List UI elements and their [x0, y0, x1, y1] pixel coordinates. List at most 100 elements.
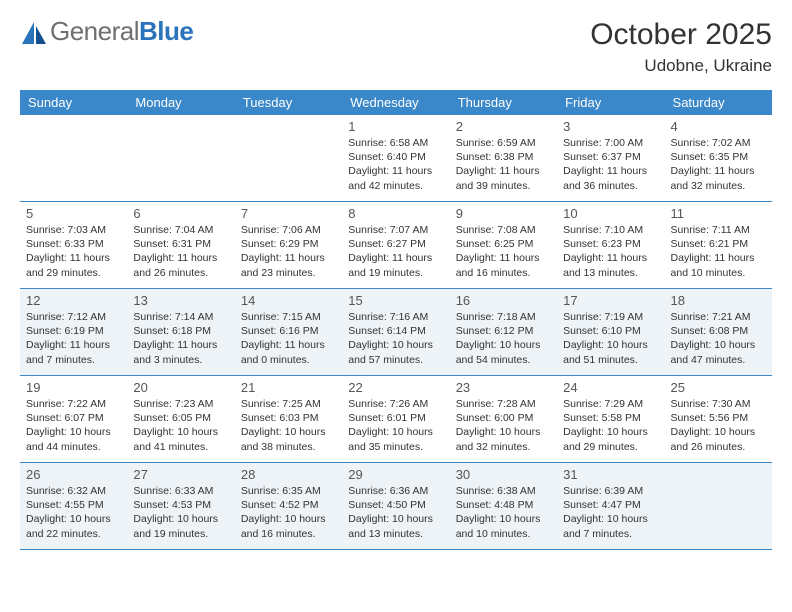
day-info-line: Sunrise: 7:26 AM — [348, 397, 443, 411]
day-info-line: Daylight: 10 hours — [133, 512, 228, 526]
day-info-line: Sunrise: 7:08 AM — [456, 223, 551, 237]
day-info-line: Sunset: 6:40 PM — [348, 150, 443, 164]
day-info: Sunrise: 6:36 AMSunset: 4:50 PMDaylight:… — [348, 484, 443, 541]
day-info-line: Sunset: 6:21 PM — [671, 237, 766, 251]
day-info: Sunrise: 7:19 AMSunset: 6:10 PMDaylight:… — [563, 310, 658, 367]
day-info: Sunrise: 7:23 AMSunset: 6:05 PMDaylight:… — [133, 397, 228, 454]
day-info: Sunrise: 6:38 AMSunset: 4:48 PMDaylight:… — [456, 484, 551, 541]
day-cell: 7 Sunrise: 7:06 AMSunset: 6:29 PMDaylight… — [235, 202, 342, 288]
day-info-line: Sunrise: 7:21 AM — [671, 310, 766, 324]
day-info: Sunrise: 7:03 AMSunset: 6:33 PMDaylight:… — [26, 223, 121, 280]
day-cell: 22 Sunrise: 7:26 AMSunset: 6:01 PMDayligh… — [342, 376, 449, 462]
day-info: Sunrise: 7:28 AMSunset: 6:00 PMDaylight:… — [456, 397, 551, 454]
day-info-line: Sunset: 6:33 PM — [26, 237, 121, 251]
day-info-line: and 41 minutes. — [133, 440, 228, 454]
day-number: 10 — [563, 206, 658, 221]
day-info-line: Sunset: 4:48 PM — [456, 498, 551, 512]
day-info-line: Sunrise: 7:16 AM — [348, 310, 443, 324]
day-info-line: Daylight: 10 hours — [563, 512, 658, 526]
day-info-line: Sunrise: 7:15 AM — [241, 310, 336, 324]
day-info-line: and 26 minutes. — [133, 266, 228, 280]
day-info-line: Sunrise: 7:04 AM — [133, 223, 228, 237]
day-info-line: Sunset: 4:52 PM — [241, 498, 336, 512]
dow-cell: Friday — [557, 90, 664, 115]
day-info: Sunrise: 7:30 AMSunset: 5:56 PMDaylight:… — [671, 397, 766, 454]
day-number: 21 — [241, 380, 336, 395]
day-info-line: Daylight: 11 hours — [26, 338, 121, 352]
day-info-line: and 7 minutes. — [563, 527, 658, 541]
day-info-line: and 57 minutes. — [348, 353, 443, 367]
day-cell: 2Sunrise: 6:59 AMSunset: 6:38 PMDaylight… — [450, 115, 557, 201]
day-info-line: Sunrise: 7:23 AM — [133, 397, 228, 411]
day-info-line: Sunset: 4:55 PM — [26, 498, 121, 512]
day-info: Sunrise: 7:10 AMSunset: 6:23 PMDaylight:… — [563, 223, 658, 280]
day-info-line: and 47 minutes. — [671, 353, 766, 367]
dow-cell: Sunday — [20, 90, 127, 115]
calendar-page: GeneralBlue October 2025 Udobne, Ukraine… — [0, 0, 792, 550]
day-info-line: Daylight: 10 hours — [348, 425, 443, 439]
day-number: 22 — [348, 380, 443, 395]
day-cell: 31Sunrise: 6:39 AMSunset: 4:47 PMDayligh… — [557, 463, 664, 549]
day-cell: 19Sunrise: 7:22 AMSunset: 6:07 PMDayligh… — [20, 376, 127, 462]
day-number: 17 — [563, 293, 658, 308]
day-info: Sunrise: 7:08 AMSunset: 6:25 PMDaylight:… — [456, 223, 551, 280]
day-number: 18 — [671, 293, 766, 308]
day-info-line: Daylight: 10 hours — [348, 512, 443, 526]
day-info-line: Daylight: 10 hours — [456, 512, 551, 526]
day-info-line: Daylight: 10 hours — [671, 338, 766, 352]
day-info-line: Sunset: 6:08 PM — [671, 324, 766, 338]
day-info-line: Sunrise: 7:30 AM — [671, 397, 766, 411]
day-info-line: Sunset: 4:47 PM — [563, 498, 658, 512]
day-info-line: and 42 minutes. — [348, 179, 443, 193]
day-info-line: and 19 minutes. — [348, 266, 443, 280]
day-info-line: Daylight: 10 hours — [26, 425, 121, 439]
day-info-line: Sunset: 6:05 PM — [133, 411, 228, 425]
day-number: 28 — [241, 467, 336, 482]
day-info: Sunrise: 7:06 AMSunset: 6:29 PMDaylight:… — [241, 223, 336, 280]
day-cell: 11Sunrise: 7:11 AMSunset: 6:21 PMDayligh… — [665, 202, 772, 288]
day-cell: 10 Sunrise: 7:10 AMSunset: 6:23 PMDayligh… — [557, 202, 664, 288]
day-info: Sunrise: 7:07 AMSunset: 6:27 PMDaylight:… — [348, 223, 443, 280]
day-info-line: Sunrise: 7:19 AM — [563, 310, 658, 324]
day-info: Sunrise: 6:35 AMSunset: 4:52 PMDaylight:… — [241, 484, 336, 541]
title-block: October 2025 Udobne, Ukraine — [590, 18, 772, 76]
day-info-line: Sunrise: 7:06 AM — [241, 223, 336, 237]
day-number: 3 — [563, 119, 658, 134]
day-info-line: and 10 minutes. — [456, 527, 551, 541]
week-row: 19Sunrise: 7:22 AMSunset: 6:07 PMDayligh… — [20, 376, 772, 463]
day-number: 29 — [348, 467, 443, 482]
day-info-line: Sunset: 5:56 PM — [671, 411, 766, 425]
day-info-line: Daylight: 11 hours — [563, 164, 658, 178]
day-number: 20 — [133, 380, 228, 395]
day-info-line: Sunset: 6:23 PM — [563, 237, 658, 251]
day-cell: 24Sunrise: 7:29 AMSunset: 5:58 PMDayligh… — [557, 376, 664, 462]
day-info-line: and 51 minutes. — [563, 353, 658, 367]
week-row: 12Sunrise: 7:12 AMSunset: 6:19 PMDayligh… — [20, 289, 772, 376]
day-info-line: Daylight: 10 hours — [241, 425, 336, 439]
logo-word: GeneralBlue — [50, 18, 193, 44]
day-number: 7 — [241, 206, 336, 221]
dow-cell: Monday — [127, 90, 234, 115]
day-info-line: Daylight: 11 hours — [241, 251, 336, 265]
day-info-line: Sunset: 4:53 PM — [133, 498, 228, 512]
day-info-line: Sunset: 6:31 PM — [133, 237, 228, 251]
day-info-line: Sunrise: 7:10 AM — [563, 223, 658, 237]
day-number: 23 — [456, 380, 551, 395]
day-number: 30 — [456, 467, 551, 482]
day-info-line: Sunset: 6:25 PM — [456, 237, 551, 251]
day-info: Sunrise: 7:21 AMSunset: 6:08 PMDaylight:… — [671, 310, 766, 367]
calendar-grid: SundayMondayTuesdayWednesdayThursdayFrid… — [20, 90, 772, 550]
day-info-line: Daylight: 10 hours — [456, 338, 551, 352]
day-info-line: Sunset: 6:01 PM — [348, 411, 443, 425]
day-info-line: and 0 minutes. — [241, 353, 336, 367]
dow-cell: Wednesday — [342, 90, 449, 115]
day-cell: 26Sunrise: 6:32 AMSunset: 4:55 PMDayligh… — [20, 463, 127, 549]
day-info: Sunrise: 7:25 AMSunset: 6:03 PMDaylight:… — [241, 397, 336, 454]
day-info-line: Daylight: 10 hours — [456, 425, 551, 439]
day-info-line: Sunrise: 7:22 AM — [26, 397, 121, 411]
day-info-line: and 39 minutes. — [456, 179, 551, 193]
day-info: Sunrise: 6:33 AMSunset: 4:53 PMDaylight:… — [133, 484, 228, 541]
header-row: GeneralBlue October 2025 Udobne, Ukraine — [20, 18, 772, 76]
day-number: 31 — [563, 467, 658, 482]
day-cell: 28 Sunrise: 6:35 AMSunset: 4:52 PMDayligh… — [235, 463, 342, 549]
